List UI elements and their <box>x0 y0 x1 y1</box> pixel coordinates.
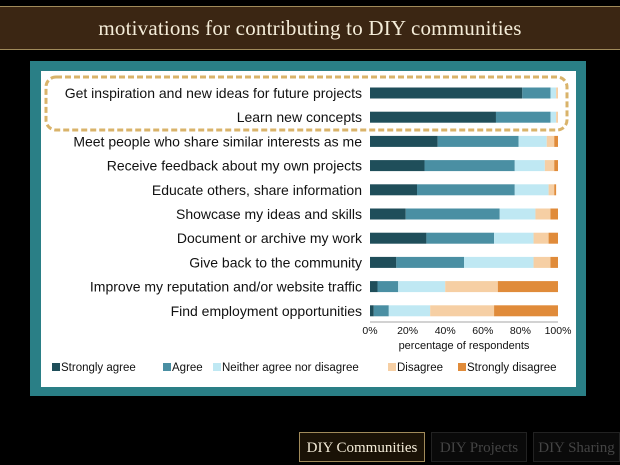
bar-segment <box>426 232 495 244</box>
bar-segment <box>370 256 397 268</box>
bar-segment <box>550 208 558 220</box>
category-label: Educate others, share information <box>152 182 362 198</box>
bar-segment <box>533 232 549 244</box>
bar-segment <box>554 184 557 196</box>
bar-segment <box>554 160 558 172</box>
category-label: Find employment opportunities <box>171 303 362 319</box>
bar-segment <box>499 208 536 220</box>
title-bar: motivations for contributing to DIY comm… <box>0 6 620 50</box>
bar-segment <box>370 305 374 317</box>
bar-segment <box>548 184 555 196</box>
category-label: Document or archive my work <box>177 230 363 246</box>
bar-segment <box>514 184 549 196</box>
x-tick-label: 100% <box>545 325 572 337</box>
chart-card <box>41 71 576 387</box>
bar-segment <box>370 111 496 123</box>
bar-segment <box>464 256 534 268</box>
bar-segment <box>370 281 378 293</box>
legend-label: Disagree <box>397 362 443 374</box>
bar-segment <box>495 111 551 123</box>
bar-segment <box>445 281 498 293</box>
bar-segment <box>405 208 500 220</box>
tab-diy-communities[interactable]: DIY Communities <box>299 432 425 462</box>
bar-segment <box>550 111 557 123</box>
bar-segment <box>370 87 523 99</box>
x-axis-label: percentage of respondents <box>399 340 530 352</box>
bar-segment <box>494 305 558 317</box>
bar-segment <box>550 256 558 268</box>
bar-segment <box>430 305 495 317</box>
bar-segment <box>494 232 534 244</box>
bar-segment <box>556 111 558 123</box>
bar-segment <box>554 135 558 147</box>
highlight-box <box>44 75 569 132</box>
tab-diy-projects[interactable]: DIY Projects <box>431 432 527 462</box>
legend-swatch <box>388 363 396 371</box>
category-label: Get inspiration and new ideas for future… <box>65 85 362 101</box>
legend-swatch <box>213 363 221 371</box>
bar-segment <box>396 256 464 268</box>
category-label: Receive feedback about my own projects <box>107 158 362 174</box>
x-tick-label: 20% <box>397 325 418 337</box>
legend-label: Strongly agree <box>61 362 136 374</box>
bar-segment <box>556 87 558 99</box>
x-tick-label: 40% <box>435 325 456 337</box>
legend-label: Neither agree nor disagree <box>222 362 359 374</box>
category-label: Showcase my ideas and skills <box>176 206 362 222</box>
bar-segment <box>398 281 446 293</box>
x-tick-label: 80% <box>510 325 531 337</box>
category-label: Improve my reputation and/or website tra… <box>90 279 362 295</box>
tab-diy-sharing[interactable]: DIY Sharing <box>533 432 620 462</box>
slide-title: motivations for contributing to DIY comm… <box>98 16 522 40</box>
bar-segment <box>373 305 389 317</box>
bar-segment <box>424 160 515 172</box>
legend-swatch <box>52 363 60 371</box>
bar-segment <box>497 281 558 293</box>
bar-segment <box>546 135 555 147</box>
bar-segment <box>377 281 399 293</box>
category-label: Meet people who share similar interests … <box>73 133 362 149</box>
bar-segment <box>550 87 557 99</box>
bar-segment <box>370 232 427 244</box>
bar-segment <box>548 232 558 244</box>
legend-label: Agree <box>172 362 203 374</box>
bar-segment <box>533 256 551 268</box>
x-tick-label: 0% <box>362 325 377 337</box>
bar-segment <box>370 184 417 196</box>
category-label: Give back to the community <box>189 254 362 270</box>
category-label: Learn new concepts <box>237 109 362 125</box>
legend-label: Strongly disagree <box>467 362 557 374</box>
bar-segment <box>544 160 555 172</box>
bar-segment <box>535 208 551 220</box>
bar-segment <box>522 87 551 99</box>
legend-swatch <box>458 363 466 371</box>
x-tick-label: 60% <box>472 325 493 337</box>
bar-segment <box>514 160 545 172</box>
bar-segment <box>388 305 431 317</box>
bar-segment <box>370 160 425 172</box>
bar-segment <box>370 208 406 220</box>
bar-segment <box>518 135 547 147</box>
bar-segment <box>417 184 515 196</box>
legend-swatch <box>163 363 171 371</box>
bar-segment <box>437 135 519 147</box>
bar-segment <box>370 135 438 147</box>
